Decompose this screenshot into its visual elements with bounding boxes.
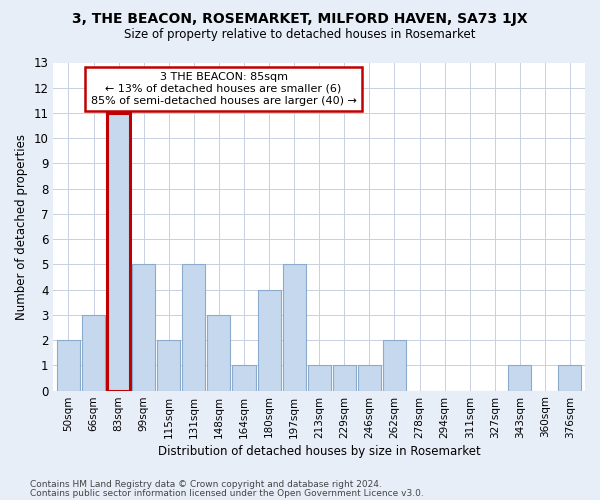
Bar (232, 366, 256, 390)
Text: Size of property relative to detached houses in Rosemarket: Size of property relative to detached ho… (124, 28, 476, 41)
Text: Contains HM Land Registry data © Crown copyright and database right 2024.: Contains HM Land Registry data © Crown c… (30, 480, 382, 489)
Text: Contains public sector information licensed under the Open Government Licence v3: Contains public sector information licen… (30, 488, 424, 498)
Bar (308, 366, 331, 390)
Bar (257, 290, 281, 390)
Bar (182, 264, 205, 390)
Bar (132, 264, 155, 390)
Bar (157, 340, 180, 390)
Y-axis label: Number of detached properties: Number of detached properties (15, 134, 28, 320)
Bar (107, 113, 130, 390)
Text: 3, THE BEACON, ROSEMARKET, MILFORD HAVEN, SA73 1JX: 3, THE BEACON, ROSEMARKET, MILFORD HAVEN… (72, 12, 528, 26)
Bar (383, 340, 406, 390)
Bar (559, 366, 581, 390)
Bar (82, 315, 105, 390)
Bar (333, 366, 356, 390)
Bar (57, 340, 80, 390)
Bar (208, 315, 230, 390)
Text: 3 THE BEACON: 85sqm
← 13% of detached houses are smaller (6)
85% of semi-detache: 3 THE BEACON: 85sqm ← 13% of detached ho… (91, 72, 356, 106)
X-axis label: Distribution of detached houses by size in Rosemarket: Distribution of detached houses by size … (158, 444, 481, 458)
Bar (283, 264, 305, 390)
Bar (358, 366, 381, 390)
Bar (508, 366, 532, 390)
